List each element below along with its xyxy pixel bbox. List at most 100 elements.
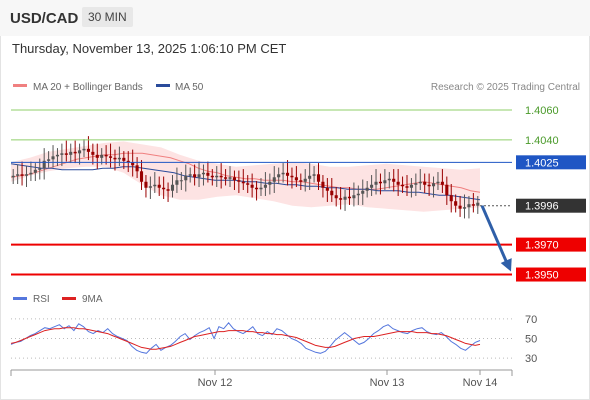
candle bbox=[272, 166, 276, 193]
candle-body bbox=[135, 165, 139, 172]
bollinger-bands bbox=[11, 141, 480, 212]
candle-body bbox=[166, 189, 170, 191]
candle-body bbox=[250, 184, 254, 188]
candle bbox=[325, 178, 329, 202]
candle bbox=[148, 176, 152, 199]
candle-body bbox=[458, 205, 462, 209]
candle bbox=[42, 148, 46, 180]
candle bbox=[374, 169, 378, 195]
candle-body bbox=[409, 184, 413, 188]
candle-body bbox=[73, 151, 77, 154]
ma50-legend-label: MA 50 bbox=[175, 82, 204, 93]
candle-body bbox=[131, 162, 135, 166]
candle-body bbox=[392, 178, 396, 182]
candle-body bbox=[423, 181, 427, 185]
candle-body bbox=[370, 184, 374, 188]
candle bbox=[458, 195, 462, 217]
candle-body bbox=[24, 174, 29, 176]
candle bbox=[210, 169, 214, 186]
candle-body bbox=[201, 172, 206, 175]
candle-body bbox=[440, 181, 444, 185]
candle bbox=[131, 149, 135, 177]
candle-body bbox=[219, 175, 223, 178]
candle bbox=[33, 163, 37, 182]
candle bbox=[184, 164, 188, 192]
candle bbox=[157, 176, 161, 196]
candle bbox=[277, 167, 281, 185]
time-tick-label: Nov 12 bbox=[198, 377, 233, 389]
candle-body bbox=[51, 156, 55, 160]
candle bbox=[462, 194, 467, 219]
candle-body bbox=[431, 183, 436, 187]
candle bbox=[91, 143, 95, 165]
candle-body bbox=[352, 195, 356, 199]
candle bbox=[224, 169, 228, 186]
candle-body bbox=[193, 174, 197, 178]
candle-body bbox=[361, 190, 365, 194]
candle bbox=[193, 164, 197, 186]
candle-body bbox=[321, 181, 325, 188]
candle-body bbox=[476, 202, 480, 206]
candle-body bbox=[241, 181, 245, 184]
candle bbox=[308, 163, 312, 190]
candle-body bbox=[290, 175, 294, 178]
price-levels: 1.4060 1.4040 1.4025 1.3996 1.3970 1.3950 bbox=[11, 105, 586, 282]
candle-body bbox=[462, 207, 467, 209]
candle-body bbox=[78, 150, 82, 154]
candle bbox=[365, 181, 369, 198]
ma50-line bbox=[10, 163, 481, 201]
candle bbox=[255, 181, 259, 201]
candle-body bbox=[224, 177, 228, 179]
candle bbox=[259, 178, 263, 196]
candle bbox=[294, 166, 298, 188]
candle-body bbox=[467, 204, 471, 208]
rsi-tick-label: 30 bbox=[525, 353, 537, 365]
timeframe-badge[interactable]: 30 MIN bbox=[82, 7, 133, 27]
candle-body bbox=[11, 175, 15, 178]
candle-body bbox=[55, 154, 60, 157]
candle-body bbox=[228, 177, 232, 179]
candle bbox=[69, 143, 73, 164]
candle-body bbox=[69, 151, 73, 155]
candle bbox=[449, 184, 453, 213]
candle-body bbox=[325, 187, 329, 191]
candle-body bbox=[206, 172, 210, 176]
candle bbox=[334, 187, 338, 207]
rsi-line bbox=[10, 322, 481, 354]
rsi-ma-legend-swatch bbox=[62, 297, 76, 300]
candle-body bbox=[343, 196, 347, 200]
candle bbox=[109, 143, 113, 168]
candle bbox=[95, 143, 99, 170]
rsi-panel: 70 50 30 bbox=[10, 314, 537, 365]
candle-body bbox=[427, 184, 431, 187]
candle bbox=[299, 173, 303, 190]
candle-body bbox=[29, 172, 33, 175]
candle-body bbox=[255, 187, 259, 190]
candle bbox=[414, 173, 418, 196]
header-bar: USD/CAD 30 MIN bbox=[0, 0, 590, 36]
candle bbox=[347, 187, 352, 205]
symbol-title: USD/CAD bbox=[10, 10, 79, 27]
candle-body bbox=[64, 153, 68, 155]
candle-body bbox=[405, 186, 409, 188]
candle bbox=[268, 173, 272, 195]
candle bbox=[139, 160, 144, 190]
candle-body bbox=[153, 184, 157, 187]
candle bbox=[405, 175, 409, 196]
candle-body bbox=[232, 177, 236, 181]
candle bbox=[126, 151, 130, 173]
candle bbox=[383, 169, 387, 190]
candle bbox=[55, 148, 60, 167]
candle bbox=[78, 143, 82, 165]
candle-body bbox=[197, 174, 201, 178]
candle-body bbox=[47, 159, 51, 161]
candle-body bbox=[170, 184, 175, 191]
candle-body bbox=[299, 180, 303, 182]
candle-body bbox=[215, 175, 219, 178]
candle-body bbox=[294, 177, 298, 181]
candle-body bbox=[113, 157, 117, 160]
candle bbox=[352, 182, 356, 207]
candle-body bbox=[100, 154, 104, 158]
candle bbox=[361, 179, 365, 205]
candle bbox=[378, 173, 382, 195]
